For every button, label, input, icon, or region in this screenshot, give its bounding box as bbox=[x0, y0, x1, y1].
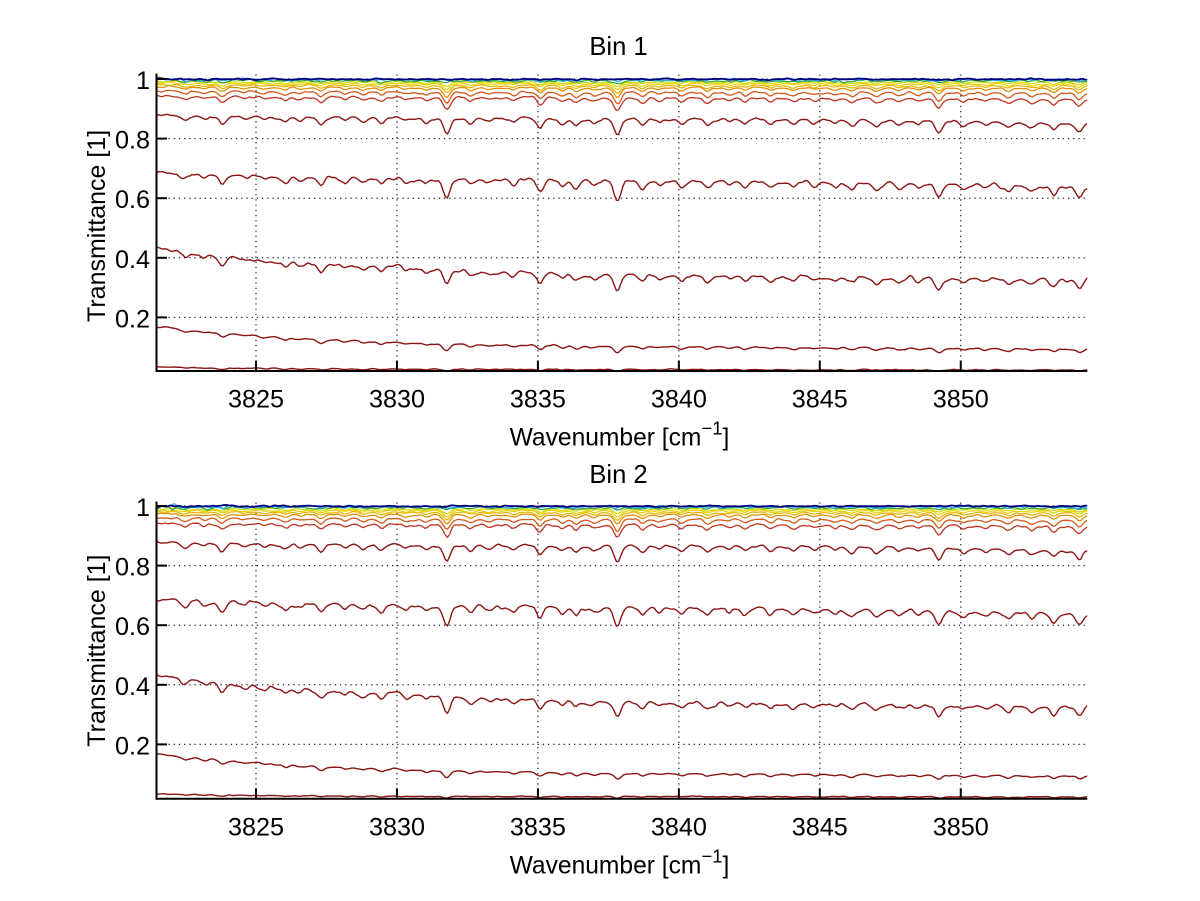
svg-text:0.6: 0.6 bbox=[115, 186, 150, 214]
svg-text:3840: 3840 bbox=[651, 386, 707, 414]
svg-text:0.8: 0.8 bbox=[115, 127, 150, 155]
svg-text:3830: 3830 bbox=[369, 814, 425, 842]
svg-text:3850: 3850 bbox=[933, 386, 989, 414]
svg-text:0.4: 0.4 bbox=[115, 246, 150, 274]
svg-text:1: 1 bbox=[136, 67, 150, 95]
svg-text:0.2: 0.2 bbox=[115, 305, 150, 333]
svg-text:0.4: 0.4 bbox=[115, 673, 150, 701]
svg-text:1: 1 bbox=[136, 494, 150, 522]
svg-text:3830: 3830 bbox=[369, 386, 425, 414]
svg-text:Bin 2: Bin 2 bbox=[589, 461, 647, 489]
svg-text:3850: 3850 bbox=[933, 814, 989, 842]
svg-text:3845: 3845 bbox=[792, 814, 848, 842]
svg-text:3845: 3845 bbox=[792, 386, 848, 414]
svg-text:3825: 3825 bbox=[228, 386, 284, 414]
svg-text:0.2: 0.2 bbox=[115, 732, 150, 760]
svg-text:Bin 1: Bin 1 bbox=[589, 33, 647, 61]
svg-text:3840: 3840 bbox=[651, 814, 707, 842]
svg-text:3825: 3825 bbox=[228, 814, 284, 842]
svg-text:0.6: 0.6 bbox=[115, 613, 150, 641]
svg-text:Transmittance [1]: Transmittance [1] bbox=[83, 554, 111, 746]
svg-text:3835: 3835 bbox=[510, 814, 566, 842]
svg-text:Transmittance [1]: Transmittance [1] bbox=[83, 130, 111, 322]
svg-text:3835: 3835 bbox=[510, 386, 566, 414]
svg-text:0.8: 0.8 bbox=[115, 554, 150, 582]
